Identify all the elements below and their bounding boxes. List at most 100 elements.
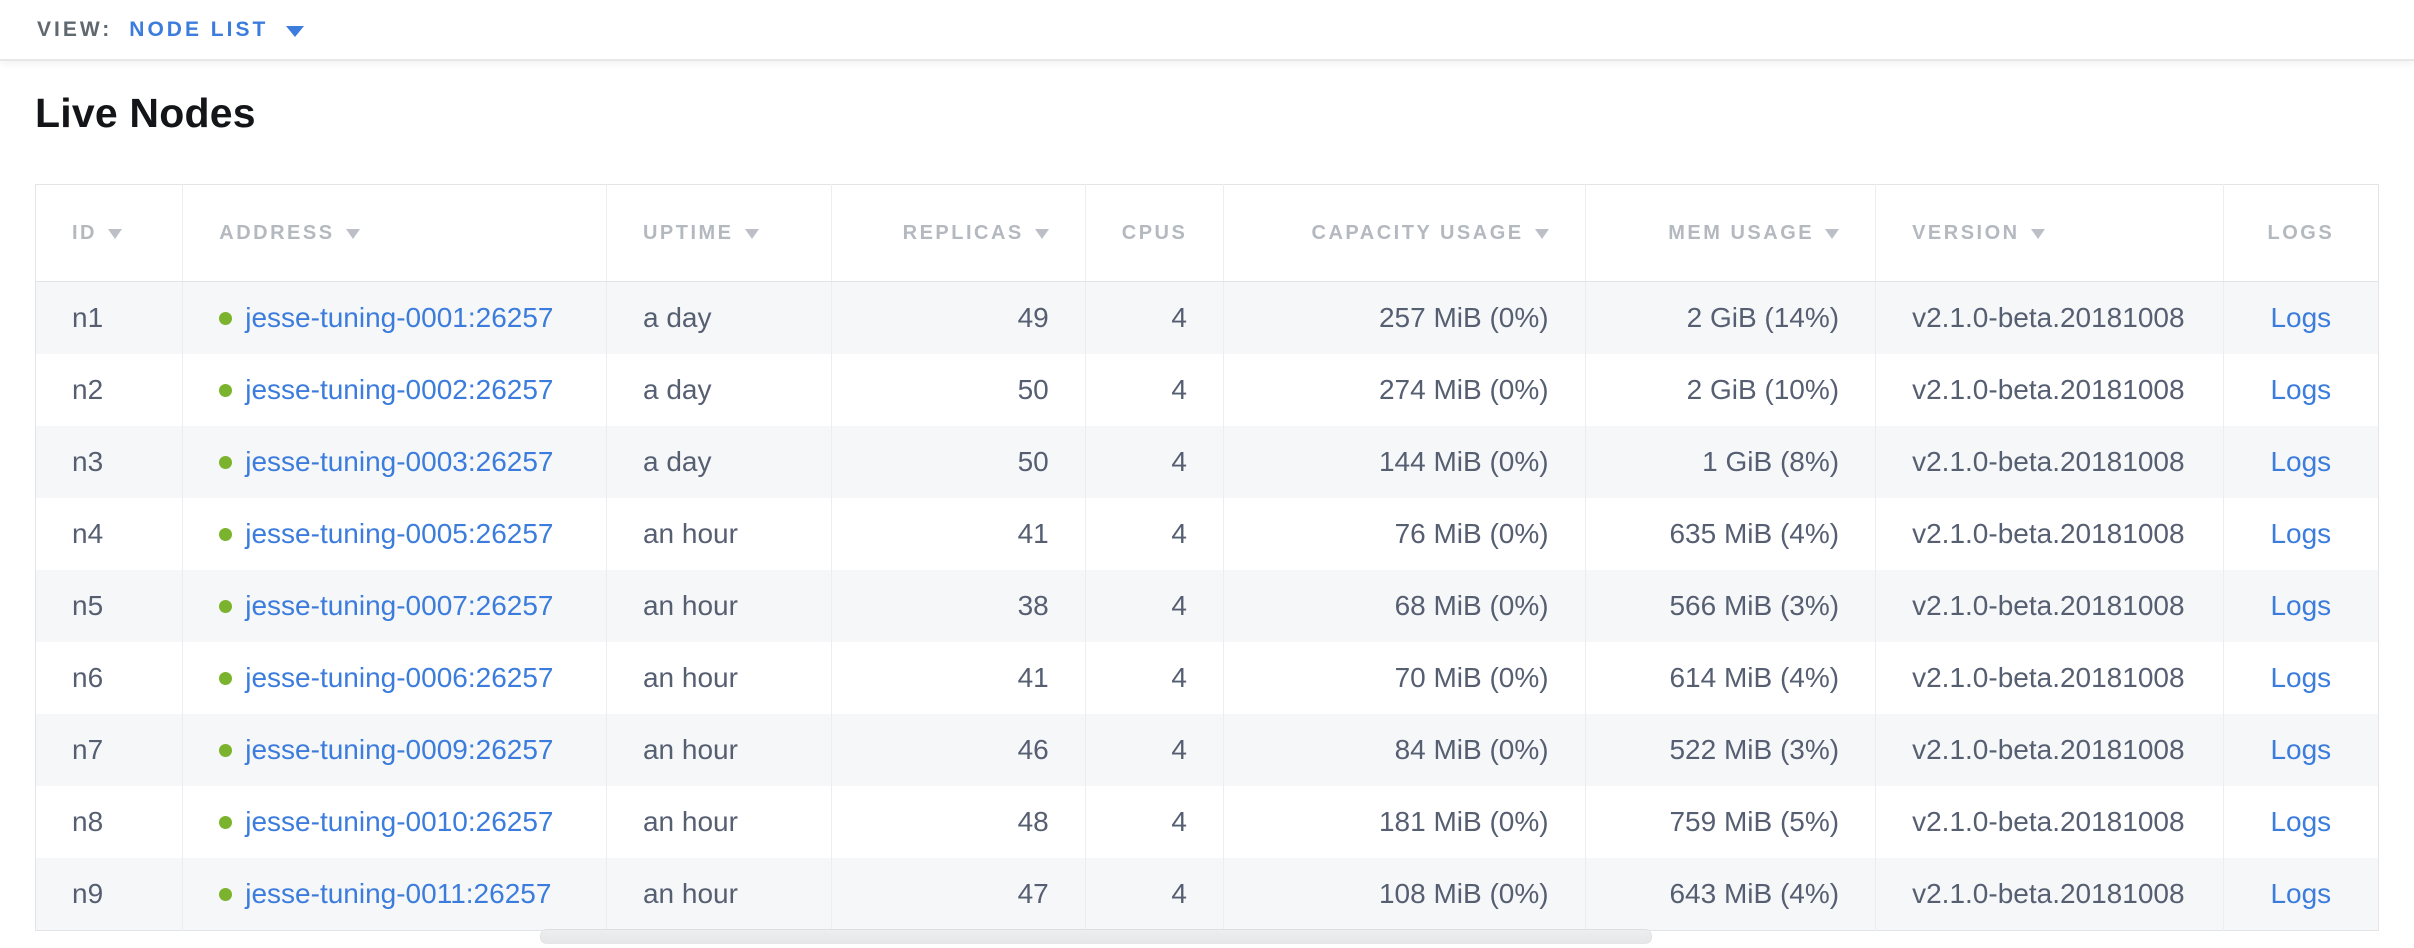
cell-cpus: 4 (1085, 426, 1225, 498)
column-header-capacity[interactable]: CAPACITY USAGE (1223, 184, 1586, 282)
node-address-link[interactable]: jesse-tuning-0006:26257 (245, 662, 554, 693)
node-status-icon (219, 744, 233, 757)
cell-capacity: 257 MiB (0%) (1223, 281, 1586, 354)
node-status-icon (219, 528, 233, 541)
cell-capacity: 70 MiB (0%) (1223, 642, 1586, 714)
cell-logs: Logs (2223, 858, 2379, 931)
node-address-link[interactable]: jesse-tuning-0011:26257 (245, 878, 552, 909)
node-logs-link[interactable]: Logs (2270, 374, 2332, 405)
cell-version: v2.1.0-beta.20181008 (1875, 498, 2224, 570)
column-header-replicas[interactable]: REPLICAS (831, 184, 1086, 282)
column-header-address[interactable]: ADDRESS (182, 184, 607, 282)
node-status-icon (219, 888, 233, 901)
node-address-link[interactable]: jesse-tuning-0003:26257 (245, 446, 554, 477)
column-header-logs: LOGS (2223, 184, 2379, 282)
cell-cpus: 4 (1085, 570, 1225, 642)
cell-replicas: 49 (831, 281, 1086, 354)
cell-address: jesse-tuning-0009:26257 (182, 714, 607, 786)
column-header-label: MEM USAGE (1668, 221, 1815, 244)
live-nodes-table: ID ADDRESS UPTIME REPLICAS CPUS CAPACITY USAG… (35, 184, 2379, 931)
cell-capacity: 84 MiB (0%) (1223, 714, 1586, 786)
table-row: n7 jesse-tuning-0009:26257 an hour 46 4 84 Mi… (35, 714, 2379, 786)
cell-cpus: 4 (1085, 714, 1225, 786)
column-header-mem[interactable]: MEM USAGE (1585, 184, 1877, 282)
node-logs-link[interactable]: Logs (2270, 518, 2332, 549)
view-label: VIEW: (37, 17, 113, 41)
node-logs-link[interactable]: Logs (2270, 806, 2332, 837)
cell-id: n6 (35, 642, 184, 714)
cell-uptime: an hour (606, 714, 833, 786)
node-logs-link[interactable]: Logs (2270, 662, 2332, 693)
cell-address: jesse-tuning-0006:26257 (182, 642, 607, 714)
cell-logs: Logs (2223, 354, 2379, 426)
column-header-label: LOGS (2267, 221, 2335, 244)
column-header-version[interactable]: VERSION (1875, 184, 2224, 282)
cell-version: v2.1.0-beta.20181008 (1875, 714, 2224, 786)
cell-id: n3 (35, 426, 184, 498)
node-address-link[interactable]: jesse-tuning-0010:26257 (245, 806, 554, 837)
cell-replicas: 41 (831, 498, 1086, 570)
node-status-icon (219, 456, 233, 469)
cell-id: n1 (35, 281, 184, 354)
table-row: n4 jesse-tuning-0005:26257 an hour 41 4 76 Mi… (35, 498, 2379, 570)
cell-address: jesse-tuning-0002:26257 (182, 354, 607, 426)
table-row: n3 jesse-tuning-0003:26257 a day 50 4 144 MiB… (35, 426, 2379, 498)
sort-caret-icon (2030, 228, 2045, 239)
node-address-link[interactable]: jesse-tuning-0002:26257 (245, 374, 554, 405)
node-address-link[interactable]: jesse-tuning-0005:26257 (245, 518, 554, 549)
node-logs-link[interactable]: Logs (2270, 590, 2332, 621)
cell-address: jesse-tuning-0003:26257 (182, 426, 607, 498)
cell-replicas: 38 (831, 570, 1086, 642)
column-header-uptime[interactable]: UPTIME (606, 184, 833, 282)
cell-logs: Logs (2223, 714, 2379, 786)
view-bar: VIEW: NODE LIST (0, 0, 2414, 61)
sort-caret-icon (744, 228, 759, 239)
cell-mem: 2 GiB (10%) (1585, 354, 1877, 426)
cell-id: n7 (35, 714, 184, 786)
cell-cpus: 4 (1085, 281, 1225, 354)
node-logs-link[interactable]: Logs (2270, 878, 2332, 909)
column-header-label: UPTIME (642, 221, 734, 244)
column-header-label: REPLICAS (902, 221, 1024, 244)
cell-replicas: 47 (831, 858, 1086, 931)
node-address-link[interactable]: jesse-tuning-0007:26257 (245, 590, 554, 621)
table-header-row: ID ADDRESS UPTIME REPLICAS CPUS CAPACITY USAG… (35, 184, 2379, 282)
cell-version: v2.1.0-beta.20181008 (1875, 642, 2224, 714)
cell-cpus: 4 (1085, 858, 1225, 931)
cell-uptime: a day (606, 354, 833, 426)
cell-uptime: an hour (606, 642, 833, 714)
cell-capacity: 68 MiB (0%) (1223, 570, 1586, 642)
cell-replicas: 46 (831, 714, 1086, 786)
cell-version: v2.1.0-beta.20181008 (1875, 786, 2224, 858)
sort-caret-icon (1534, 228, 1549, 239)
node-address-link[interactable]: jesse-tuning-0001:26257 (245, 302, 554, 333)
cell-replicas: 48 (831, 786, 1086, 858)
column-header-label: CPUS (1121, 221, 1188, 244)
view-selector-dropdown[interactable]: NODE LIST (129, 18, 305, 42)
node-address-link[interactable]: jesse-tuning-0009:26257 (245, 734, 554, 765)
cell-mem: 522 MiB (3%) (1585, 714, 1877, 786)
column-header-label: VERSION (1912, 221, 2020, 244)
cell-id: n2 (35, 354, 184, 426)
cell-version: v2.1.0-beta.20181008 (1875, 281, 2224, 354)
chevron-down-icon (286, 25, 305, 37)
node-status-icon (219, 816, 233, 829)
table-row: n8 jesse-tuning-0010:26257 an hour 48 4 181 M… (35, 786, 2379, 858)
node-status-icon (219, 312, 233, 325)
table-row: n9 jesse-tuning-0011:26257 an hour 47 4 108 M… (35, 858, 2379, 931)
node-logs-link[interactable]: Logs (2270, 446, 2332, 477)
cell-logs: Logs (2223, 498, 2379, 570)
horizontal-scrollbar-thumb[interactable] (540, 929, 1652, 944)
cell-version: v2.1.0-beta.20181008 (1875, 570, 2224, 642)
node-logs-link[interactable]: Logs (2270, 302, 2332, 333)
node-status-icon (219, 600, 233, 613)
node-logs-link[interactable]: Logs (2270, 734, 2332, 765)
cell-mem: 1 GiB (8%) (1585, 426, 1877, 498)
cell-uptime: an hour (606, 498, 833, 570)
cell-uptime: an hour (606, 786, 833, 858)
cell-uptime: a day (606, 426, 833, 498)
node-status-icon (219, 384, 233, 397)
column-header-id[interactable]: ID (35, 184, 184, 282)
sort-caret-icon (1825, 228, 1840, 239)
